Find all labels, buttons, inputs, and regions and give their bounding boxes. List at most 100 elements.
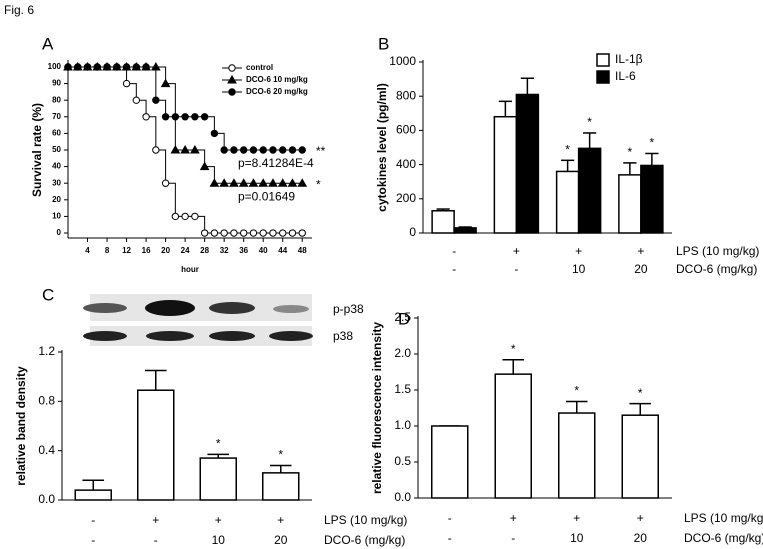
x-row-value: + [637, 244, 644, 258]
significance: * [316, 177, 321, 191]
data-marker [298, 146, 306, 154]
x-row-value: 10 [212, 533, 226, 547]
x-row-label: DCO-6 (mg/kg) [324, 533, 405, 547]
bar [618, 174, 642, 234]
legend-label: DCO-6 20 mg/kg [246, 87, 308, 96]
panel-label: A [42, 34, 54, 53]
x-row-value: - [452, 244, 456, 258]
y-tick-label: 800 [396, 88, 416, 102]
y-tick-label: 100 [48, 62, 62, 71]
data-marker [268, 178, 278, 187]
blot-band [145, 300, 195, 316]
x-row-value: 20 [274, 533, 288, 547]
data-marker [258, 178, 269, 187]
x-row-value: + [277, 513, 284, 527]
legend-marker [228, 88, 236, 96]
blot-band [146, 331, 194, 341]
blot-band [273, 305, 309, 313]
data-marker [269, 146, 277, 154]
legend-swatch [596, 53, 610, 67]
data-marker [249, 229, 258, 237]
x-row-value: 10 [572, 262, 586, 276]
data-marker [64, 63, 72, 71]
data-marker [83, 63, 92, 71]
data-marker [279, 146, 287, 154]
x-tick-label: 36 [239, 246, 248, 255]
data-marker [93, 63, 101, 71]
blot-label: p-p38 [333, 302, 364, 316]
x-row-label: LPS (10 mg/kg) [684, 511, 763, 525]
data-marker [230, 146, 238, 154]
significance: * [511, 342, 516, 356]
data-marker [230, 229, 238, 237]
x-row-value: - [452, 262, 456, 276]
y-tick-label: 0.4 [38, 443, 55, 457]
data-marker [220, 229, 228, 237]
data-marker [191, 212, 199, 221]
data-marker [171, 212, 180, 221]
bar [493, 115, 518, 234]
legend-marker [227, 74, 237, 84]
data-marker [152, 146, 160, 154]
x-row-label: LPS (10 mg/kg) [676, 244, 759, 258]
data-marker [277, 178, 288, 187]
x-row-value: 10 [570, 531, 584, 545]
data-marker [180, 144, 190, 154]
x-tick-label: 12 [122, 246, 131, 255]
y-tick-label: 20 [52, 195, 61, 204]
data-marker [199, 161, 210, 171]
data-marker [287, 178, 298, 187]
x-tick-label: 48 [298, 246, 307, 255]
legend-label: IL-1β [615, 52, 643, 66]
y-tick-label: 1.2 [38, 344, 55, 358]
y-tick-label: 600 [396, 123, 416, 137]
data-marker [152, 96, 160, 104]
data-marker [259, 229, 267, 237]
p-value: p=0.01649 [238, 189, 295, 203]
blot-band [209, 331, 255, 341]
y-tick-label: 10 [52, 212, 61, 221]
y-tick-label: 1.5 [394, 382, 411, 396]
significance: * [587, 115, 592, 129]
blot-strip [90, 326, 312, 346]
panel-label: B [378, 34, 389, 53]
x-row-value: - [448, 511, 452, 525]
y-tick-label: 0 [409, 225, 416, 239]
y-tick-label: 1000 [389, 54, 416, 68]
y-tick-label: 400 [396, 157, 416, 171]
x-row-label: DCO-6 (mg/kg) [684, 531, 763, 545]
data-marker [239, 146, 248, 154]
bar [199, 457, 237, 501]
significance: * [638, 386, 643, 400]
y-tick-label: 1.0 [394, 418, 411, 432]
significance: ** [316, 144, 326, 158]
x-tick-label: 20 [161, 246, 170, 255]
y-tick-label: 80 [52, 95, 61, 104]
legend-swatch [596, 70, 610, 84]
data-marker [249, 146, 258, 154]
data-marker [279, 229, 287, 237]
x-row-value: + [573, 511, 580, 525]
p-value: p=8.41284E-4 [238, 156, 314, 170]
x-row-value: + [575, 244, 582, 258]
bar [640, 164, 664, 234]
data-marker [209, 178, 220, 187]
data-marker [160, 78, 171, 88]
data-marker [200, 113, 209, 121]
bar [621, 414, 659, 499]
x-row-value: - [514, 262, 518, 276]
y-tick-label: 200 [396, 191, 416, 205]
data-marker [288, 146, 297, 154]
data-marker [171, 113, 180, 121]
data-marker [132, 63, 141, 71]
x-row-value: - [448, 531, 452, 545]
bar [262, 472, 300, 501]
bar [555, 170, 580, 234]
data-marker [181, 212, 189, 221]
western-blot [83, 294, 313, 346]
legend-label: DCO-6 10 mg/kg [246, 75, 308, 84]
panel-label: C [42, 285, 54, 304]
y-tick-label: 90 [52, 79, 61, 88]
data-marker [200, 229, 209, 237]
blot-label: p38 [333, 329, 353, 343]
